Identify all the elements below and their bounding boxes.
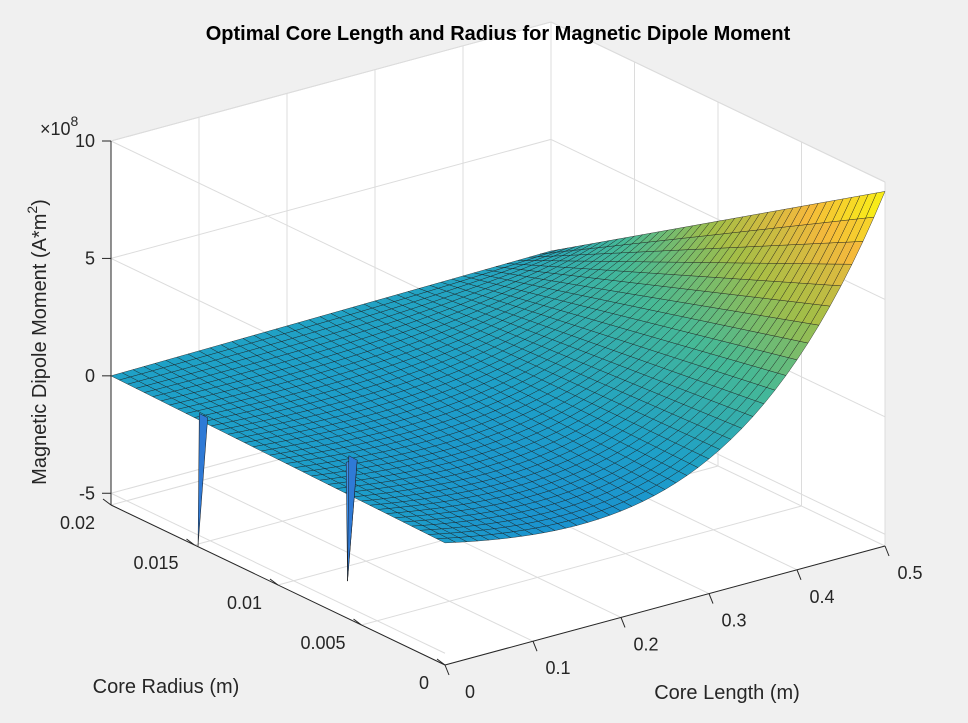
z-axis-label: Magnetic Dipole Moment (A*m2) [24, 199, 51, 485]
x-tick-label: 0 [465, 682, 475, 702]
surface-cell [865, 191, 886, 219]
grid-line-z-back [110, 138, 552, 259]
x-tick-mark [796, 569, 802, 580]
z-exponent-label: ×108 [40, 113, 79, 139]
x-axis-line [444, 545, 886, 666]
y-tick-label: 0.015 [133, 553, 178, 573]
box-edge-top-back [110, 21, 552, 142]
y-tick-label: 0.01 [227, 593, 262, 613]
x-tick-label: 0.1 [545, 658, 570, 678]
grid-line-z-left [110, 140, 446, 302]
box-edge-top-right [550, 21, 886, 183]
x-tick-mark [620, 617, 626, 628]
x-tick-label: 0.2 [633, 634, 658, 654]
z-exponent-power: 8 [71, 113, 79, 129]
x-tick-mark [884, 545, 890, 557]
y-axis-label: Core Radius (m) [93, 676, 240, 698]
y-tick-mark [186, 538, 195, 546]
grid-line-z-left [110, 492, 446, 654]
surface-spike [347, 455, 358, 582]
chart-title: Optimal Core Length and Radius for Magne… [206, 23, 791, 45]
z-tick-label: -5 [79, 483, 95, 503]
grid-line-y-floor [361, 505, 802, 626]
tick-marks [102, 140, 890, 676]
z-exponent-base: ×10 [40, 119, 71, 139]
y-tick-label: 0.02 [60, 513, 95, 533]
z-tick-label: 10 [75, 131, 95, 151]
x-tick-mark [444, 664, 450, 676]
y-tick-mark [353, 618, 362, 626]
x-tick-label: 0.3 [721, 611, 746, 631]
x-tick-label: 0.5 [897, 563, 922, 583]
y-tick-label: 0 [419, 673, 429, 693]
z-tick-label: 5 [85, 248, 95, 268]
surface-spike [197, 413, 208, 547]
z-tick-label: 0 [85, 366, 95, 386]
y-tick-mark [436, 658, 446, 666]
z-axis-label-end: ) [29, 199, 51, 206]
tick-labels: 0 0.1 0.2 0.3 0.4 0.5 0 0.005 0.01 0.015 0.02 -5 0 5 1… [60, 131, 923, 702]
y-tick-label: 0.005 [300, 633, 345, 653]
y-tick-mark [102, 498, 112, 506]
x-axis-label: Core Length (m) [654, 682, 800, 704]
z-axis-label-main: Magnetic Dipole Moment (A*m [29, 214, 51, 485]
y-tick-mark [269, 578, 279, 586]
x-tick-mark [708, 593, 714, 604]
x-tick-label: 0.4 [809, 587, 834, 607]
surface-mesh [110, 191, 886, 582]
z-axis-label-sup: 2 [24, 206, 40, 214]
x-tick-mark [532, 641, 538, 652]
